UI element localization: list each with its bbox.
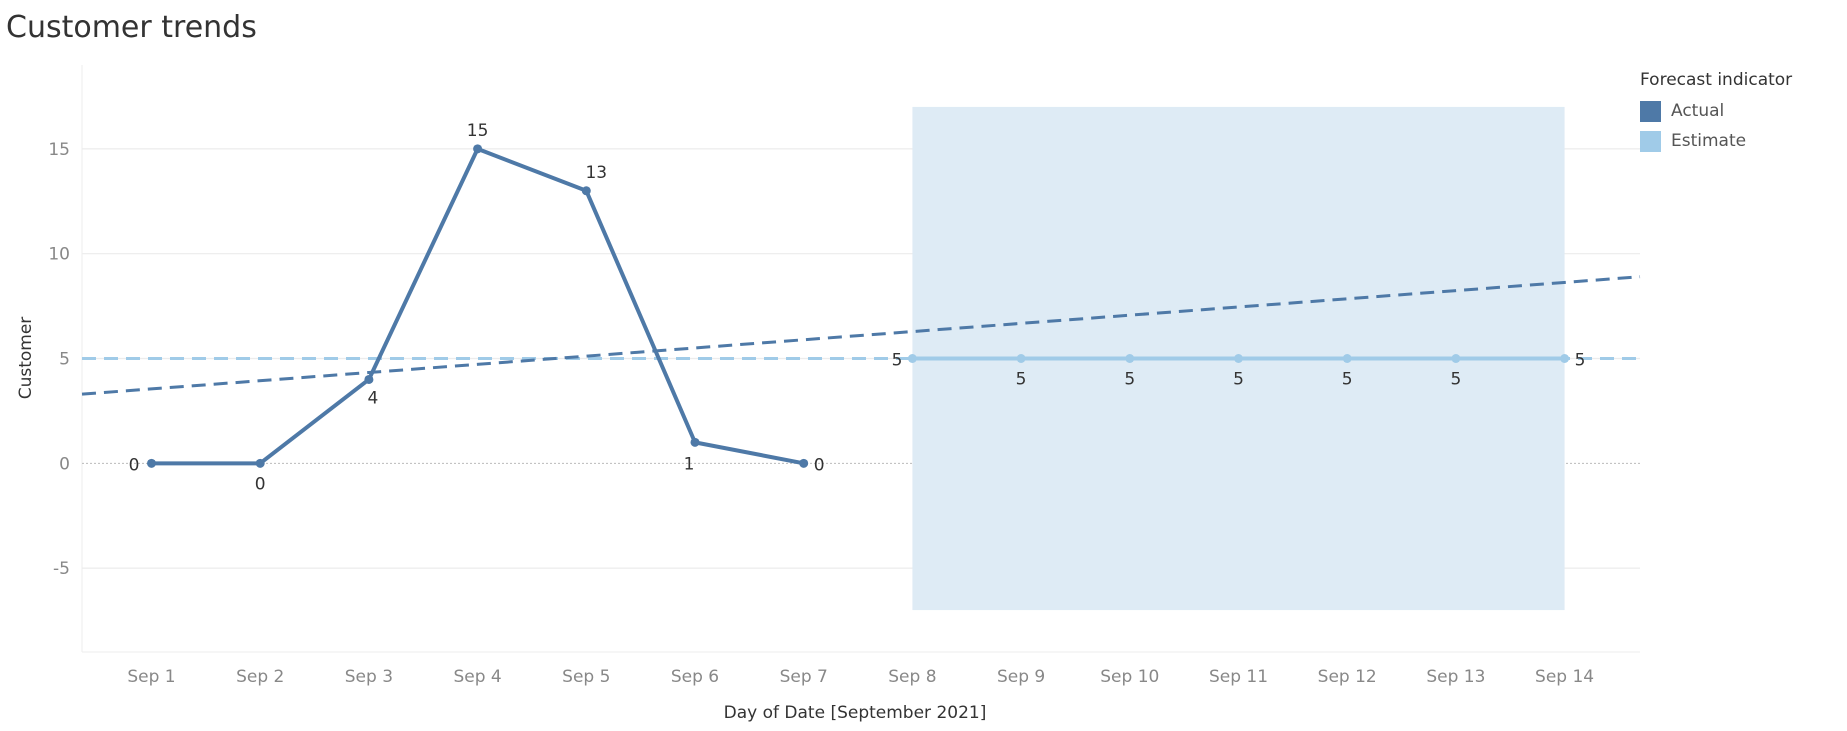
data-label: 5 — [1575, 351, 1586, 371]
x-tick-label: Sep 13 — [1426, 667, 1485, 687]
data-label: 15 — [467, 121, 489, 141]
y-tick-label: 10 — [48, 245, 70, 265]
legend-label-estimate: Estimate — [1671, 131, 1747, 151]
x-tick-label: Sep 12 — [1318, 667, 1377, 687]
data-label: 0 — [129, 455, 140, 475]
data-label: 5 — [1016, 370, 1027, 390]
data-point — [473, 144, 483, 154]
data-labels: 0 0 4 15 13 1 0 5 5 5 5 5 5 5 — [129, 121, 1586, 494]
y-axis-ticks: -5 0 5 10 15 — [48, 140, 70, 579]
series-line-actual — [151, 146, 805, 466]
x-tick-label: Sep 7 — [780, 667, 828, 687]
data-label: 5 — [1124, 370, 1135, 390]
x-tick-label: Sep 11 — [1209, 667, 1268, 687]
data-label: 1 — [684, 454, 695, 474]
data-point — [581, 186, 591, 196]
legend-swatch-estimate — [1640, 130, 1661, 152]
data-point — [364, 374, 374, 384]
x-tick-label: Sep 2 — [236, 667, 284, 687]
data-label: 5 — [892, 351, 903, 371]
x-tick-label: Sep 10 — [1100, 667, 1159, 687]
chart-title: Customer trends — [6, 10, 257, 45]
x-tick-label: Sep 14 — [1535, 667, 1594, 687]
x-axis-title: Day of Date [September 2021] — [724, 703, 987, 723]
series-points — [147, 144, 1570, 468]
data-point — [1451, 354, 1461, 363]
x-axis-ticks: Sep 1 Sep 2 Sep 3 Sep 4 Sep 5 Sep 6 Sep 7 Sep 8… — [127, 667, 1594, 687]
x-tick-label: Sep 1 — [127, 667, 175, 687]
x-tick-label: Sep 4 — [453, 667, 501, 687]
x-tick-label: Sep 8 — [888, 667, 936, 687]
legend-label-actual: Actual — [1671, 101, 1725, 121]
trend-line — [81, 275, 1641, 396]
legend-item-actual[interactable]: Actual — [1640, 96, 1840, 126]
data-label: 5 — [1233, 370, 1244, 390]
x-tick-label: Sep 6 — [671, 667, 719, 687]
data-point — [1016, 354, 1026, 363]
legend-item-estimate[interactable]: Estimate — [1640, 126, 1840, 156]
data-point — [907, 354, 917, 363]
legend-swatch-actual — [1640, 100, 1661, 122]
data-label: 4 — [367, 388, 378, 408]
data-label: 0 — [814, 455, 825, 475]
y-tick-label: 0 — [59, 454, 70, 474]
data-point — [1125, 354, 1135, 363]
legend-title: Forecast indicator — [1640, 70, 1793, 90]
y-tick-label: 5 — [59, 350, 70, 370]
data-label: 5 — [1450, 370, 1461, 390]
y-tick-label: 15 — [48, 140, 70, 160]
data-label: 0 — [255, 474, 266, 494]
data-label: 13 — [585, 163, 607, 183]
y-axis-title: Customer — [16, 317, 36, 400]
x-tick-label: Sep 3 — [345, 667, 393, 687]
data-point — [255, 458, 265, 468]
y-tick-label: -5 — [53, 559, 70, 579]
data-point — [147, 458, 156, 468]
data-label: 5 — [1342, 370, 1353, 390]
data-point — [1342, 354, 1352, 363]
data-point — [690, 437, 700, 447]
data-point — [799, 458, 809, 468]
x-tick-label: Sep 5 — [562, 667, 610, 687]
data-point — [1560, 354, 1570, 363]
data-point — [1234, 354, 1243, 363]
legend: Forecast indicator Actual Estimate — [1640, 70, 1840, 156]
x-tick-label: Sep 9 — [997, 667, 1045, 687]
